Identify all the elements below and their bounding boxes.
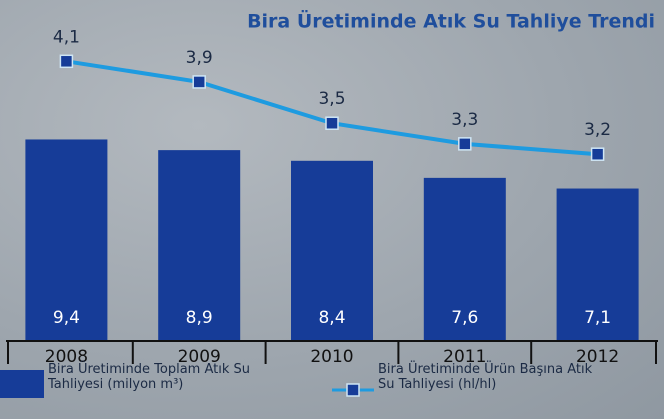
bar (556, 188, 639, 340)
legend-label: Bira Üretiminde Toplam Atık Su Tahliyesi… (48, 362, 250, 392)
line-value-label: 3,3 (451, 110, 478, 130)
line-marker (192, 75, 206, 89)
line-value-label: 4,1 (53, 27, 80, 47)
x-tick-label: 2009 (178, 347, 221, 367)
line-value-label: 3,2 (584, 120, 611, 140)
x-tick-label: 2012 (576, 347, 619, 367)
line-value-label: 3,9 (186, 48, 213, 68)
legend-swatch (0, 370, 44, 398)
bar-value-label: 7,6 (451, 308, 478, 328)
bar (158, 150, 241, 340)
x-tick-label: 2008 (45, 347, 88, 367)
bar (423, 177, 506, 340)
bar-value-label: 7,1 (584, 308, 611, 328)
x-tick-label: 2010 (310, 347, 353, 367)
line-value-label: 3,5 (318, 89, 345, 109)
legend-label: Bira Üretiminde Ürün Başına Atık Su Tahl… (378, 362, 593, 392)
legend-swatch (332, 383, 374, 397)
bar (291, 160, 373, 340)
bar-value-label: 8,9 (186, 308, 213, 328)
bar (25, 139, 108, 340)
chart-title: Bira Üretiminde Atık Su Tahliye Trendi (247, 9, 655, 33)
line-marker (59, 54, 74, 69)
bar-value-label: 9,4 (53, 308, 80, 328)
line-marker (590, 147, 605, 161)
line-marker (458, 137, 472, 151)
line-marker (325, 116, 339, 130)
bar-value-label: 8,4 (318, 308, 345, 328)
x-tick-label: 2011 (443, 347, 486, 367)
